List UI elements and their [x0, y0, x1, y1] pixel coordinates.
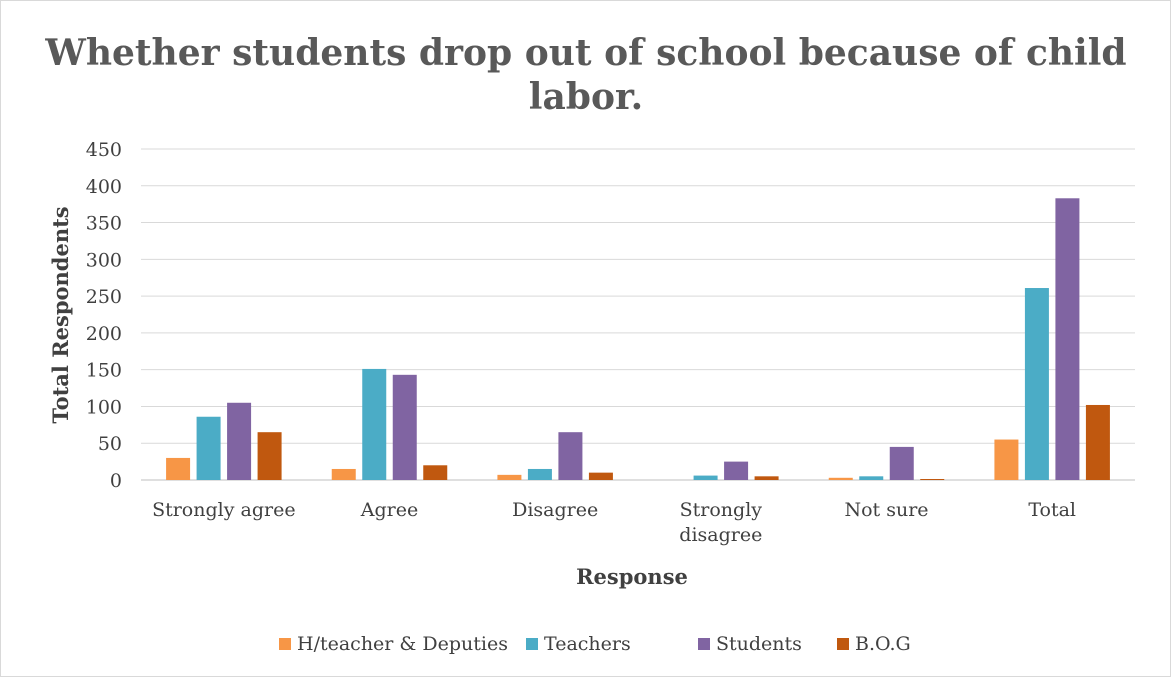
y-axis-ticks: 0 50 100 150 200 250 300 350 400 450	[86, 139, 122, 492]
bar-h-teacher-deputies	[497, 474, 522, 480]
y-tick-label: 350	[86, 213, 122, 235]
x-tick-label: Disagree	[512, 499, 598, 521]
x-axis-ticks: Strongly agree Agree Disagree Strongly disag…	[152, 499, 1076, 546]
bar-b-o-g	[257, 432, 282, 480]
y-tick-label: 300	[86, 249, 122, 271]
y-tick-label: 50	[98, 433, 122, 455]
y-tick-label: 400	[86, 176, 122, 198]
bars	[166, 198, 1110, 480]
chart-title-line: labor.	[529, 76, 643, 118]
bar-students	[227, 402, 252, 480]
bar-students	[1055, 198, 1080, 480]
legend-label: Students	[716, 633, 802, 655]
x-tick-label: Agree	[360, 499, 418, 521]
bar-b-o-g	[920, 479, 945, 480]
bar-b-o-g	[588, 472, 613, 480]
chart-title: Whether students drop out of school beca…	[44, 32, 1126, 118]
legend-label: B.O.G	[855, 633, 911, 655]
bar-h-teacher-deputies	[828, 477, 853, 480]
x-tick-label: disagree	[679, 524, 762, 546]
legend-swatch	[837, 638, 849, 650]
legend: H/teacher & Deputies Teachers Students B.O.…	[279, 633, 911, 655]
x-tick-label: Not sure	[844, 499, 928, 521]
y-tick-label: 150	[86, 360, 122, 382]
legend-swatch	[526, 638, 538, 650]
legend-label: Teachers	[544, 633, 631, 655]
x-tick-label: Total	[1028, 499, 1076, 521]
legend-swatch	[279, 638, 291, 650]
x-axis-title: Response	[576, 564, 688, 589]
y-tick-label: 450	[86, 139, 122, 161]
bar-students	[558, 432, 583, 480]
bar-teachers	[1024, 288, 1049, 480]
bar-h-teacher-deputies	[166, 457, 191, 480]
y-axis-title: Total Respondents	[48, 206, 73, 423]
bar-h-teacher-deputies	[331, 468, 356, 480]
bar-teachers	[859, 476, 884, 480]
bar-students	[724, 461, 749, 480]
y-tick-label: 0	[110, 470, 122, 492]
x-tick-label: Strongly	[680, 499, 763, 521]
legend-label: H/teacher & Deputies	[297, 633, 508, 655]
legend-swatch	[698, 638, 710, 650]
chart-title-line: Whether students drop out of school beca…	[44, 32, 1126, 74]
y-tick-label: 200	[86, 323, 122, 345]
bar-h-teacher-deputies	[994, 439, 1019, 480]
x-tick-label: Strongly agree	[152, 499, 295, 521]
bar-teachers	[527, 468, 552, 480]
gridlines	[141, 148, 1135, 481]
bar-b-o-g	[754, 476, 779, 480]
bar-teachers	[362, 368, 387, 480]
bar-b-o-g	[423, 465, 448, 480]
bar-students	[889, 446, 914, 480]
bar-b-o-g	[1085, 404, 1110, 480]
bar-students	[392, 374, 417, 480]
bar-teachers	[196, 416, 221, 480]
y-tick-label: 250	[86, 286, 122, 308]
y-tick-label: 100	[86, 396, 122, 418]
bar-teachers	[693, 475, 718, 480]
